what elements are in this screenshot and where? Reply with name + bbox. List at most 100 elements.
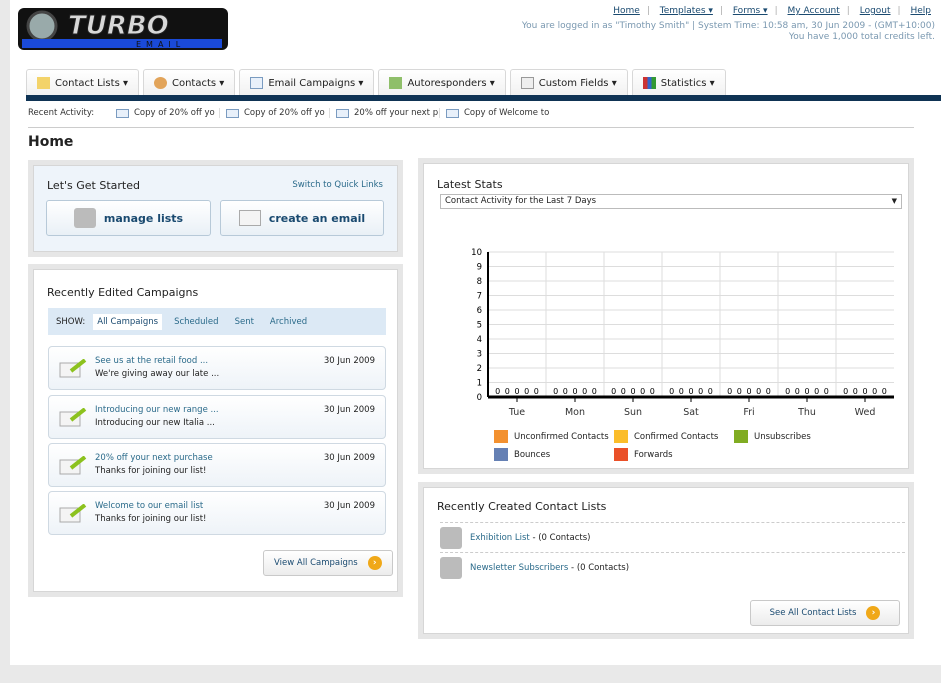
forms-link[interactable]: Forms ▾ — [732, 6, 768, 16]
campaign-item[interactable]: Welcome to our email list Thanks for joi… — [48, 491, 386, 535]
legend-item: Confirmed Contacts — [614, 430, 718, 443]
y-tick-label: 0 — [477, 393, 482, 403]
tab-label: Custom Fields ▾ — [538, 77, 617, 89]
list-link[interactable]: Exhibition List — [470, 532, 530, 543]
campaign-title: 20% off your next purchase — [95, 453, 213, 463]
campaign-subject: Thanks for joining our list! — [95, 514, 207, 524]
list-link[interactable]: Newsletter Subscribers — [470, 562, 569, 573]
y-tick-label: 10 — [471, 248, 482, 258]
recent-item[interactable]: Copy of 20% off yo — [110, 108, 220, 118]
envelope-icon — [116, 108, 129, 118]
stats-panel: Latest Stats Contact Activity for the La… — [418, 158, 914, 474]
legend-label: Bounces — [514, 449, 551, 460]
tab-contacts[interactable]: Contacts ▾ — [142, 69, 236, 96]
home-link[interactable]: Home — [613, 6, 640, 16]
tab-label: Contacts ▾ — [171, 77, 225, 89]
manage-lists-button[interactable]: manage lists — [46, 200, 211, 236]
recent-item[interactable]: 20% off your next p — [330, 108, 440, 118]
data-label: 0 — [756, 387, 761, 396]
stats-range-select[interactable]: Contact Activity for the Last 7 Days ▼ — [440, 194, 902, 209]
tab-label: Contact Lists ▾ — [55, 77, 128, 89]
legend-swatch — [494, 448, 508, 461]
select-value: Contact Activity for the Last 7 Days — [445, 196, 597, 206]
view-all-campaigns-button[interactable]: View All Campaigns › — [263, 550, 393, 576]
filter-archived[interactable]: Archived — [269, 316, 308, 327]
data-label: 0 — [795, 387, 800, 396]
contact-list-icon — [73, 208, 96, 228]
data-label: 0 — [727, 387, 732, 396]
filter-sent[interactable]: Sent — [234, 316, 254, 327]
create-email-button[interactable]: create an email — [220, 200, 384, 236]
templates-link[interactable]: Templates ▾ — [659, 6, 713, 16]
campaigns-title: Recently Edited Campaigns — [47, 286, 199, 299]
envelope-icon — [226, 108, 239, 118]
page-title: Home — [28, 134, 74, 150]
recent-item-label: Copy of Welcome to — [464, 108, 550, 118]
campaign-item[interactable]: Introducing our new range ... Introducin… — [48, 395, 386, 439]
x-tick-label: Fri — [743, 407, 754, 418]
list-count: - (0 Contacts) — [568, 562, 630, 573]
data-label: 0 — [669, 387, 674, 396]
tab-label: Statistics ▾ — [660, 77, 715, 89]
login-status: You are logged in as "Timothy Smith" | S… — [521, 21, 935, 31]
tab-email-campaigns[interactable]: Email Campaigns ▾ — [239, 69, 375, 96]
legend-swatch — [614, 448, 628, 461]
my-account-link[interactable]: My Account — [787, 6, 840, 16]
recent-item-label: Copy of 20% off yo — [244, 108, 325, 118]
campaign-item[interactable]: 20% off your next purchase Thanks for jo… — [48, 443, 386, 487]
contact-lists-panel: Recently Created Contact Lists Exhibitio… — [418, 482, 914, 639]
filter-scheduled[interactable]: Scheduled — [174, 316, 219, 327]
tab-contact-lists[interactable]: Contact Lists ▾ — [26, 69, 139, 96]
help-link[interactable]: Help — [910, 6, 931, 16]
switch-quick-links[interactable]: Switch to Quick Links — [292, 180, 383, 190]
tab-autoresponders[interactable]: Autoresponders ▾ — [378, 69, 506, 96]
data-label: 0 — [708, 387, 713, 396]
legend-label: Confirmed Contacts — [634, 431, 719, 442]
autoresponder-icon — [389, 77, 403, 89]
svg-text:TURBO: TURBO — [68, 11, 169, 41]
legend-label: Unconfirmed Contacts — [514, 431, 609, 442]
legend-item: Unsubscribes — [734, 430, 811, 443]
data-label: 0 — [872, 387, 877, 396]
tab-custom-fields[interactable]: Custom Fields ▾ — [509, 69, 628, 96]
recent-item[interactable]: Copy of Welcome to — [440, 108, 550, 118]
campaign-title: Introducing our new range ... — [95, 405, 219, 415]
data-label: 0 — [679, 387, 684, 396]
button-label: See All Contact Lists — [769, 608, 857, 618]
y-tick-label: 7 — [477, 292, 482, 302]
contact-list-icon — [440, 526, 462, 549]
tab-statistics[interactable]: Statistics ▾ — [631, 69, 726, 96]
data-label: 0 — [737, 387, 742, 396]
contacts-icon — [153, 77, 167, 89]
filter-all[interactable]: All Campaigns — [93, 313, 163, 330]
document-icon — [520, 77, 534, 89]
see-all-contact-lists-button[interactable]: See All Contact Lists › — [750, 600, 900, 626]
campaign-date: 30 Jun 2009 — [323, 356, 375, 366]
campaign-subject: We're giving away our late ... — [95, 369, 220, 379]
envelope-icon — [336, 108, 349, 118]
recent-item[interactable]: Copy of 20% off yo — [220, 108, 330, 118]
contact-lists-icon — [37, 77, 50, 89]
legend-item: Forwards — [614, 448, 673, 461]
x-tick-label: Tue — [508, 407, 525, 418]
tab-label: Autoresponders ▾ — [407, 77, 495, 89]
campaign-item[interactable]: See us at the retail food ... We're givi… — [48, 346, 386, 390]
data-label: 0 — [505, 387, 510, 396]
data-label: 0 — [843, 387, 848, 396]
contact-list-icon — [440, 556, 462, 579]
bar-chart-icon — [642, 77, 656, 89]
list-count: - (0 Contacts) — [529, 532, 591, 543]
y-tick-label: 5 — [477, 321, 482, 331]
campaign-subject: Thanks for joining our list! — [95, 466, 207, 476]
data-label: 0 — [553, 387, 558, 396]
data-label: 0 — [563, 387, 568, 396]
contact-lists-title: Recently Created Contact Lists — [437, 500, 607, 513]
legend-swatch — [614, 430, 628, 443]
logout-link[interactable]: Logout — [859, 6, 891, 16]
legend-item: Bounces — [494, 448, 550, 461]
credits-status: You have 1,000 total credits left. — [788, 32, 935, 42]
turbo-email-logo[interactable]: TURBO EMAIL — [16, 6, 230, 52]
data-label: 0 — [853, 387, 858, 396]
data-label: 0 — [630, 387, 635, 396]
